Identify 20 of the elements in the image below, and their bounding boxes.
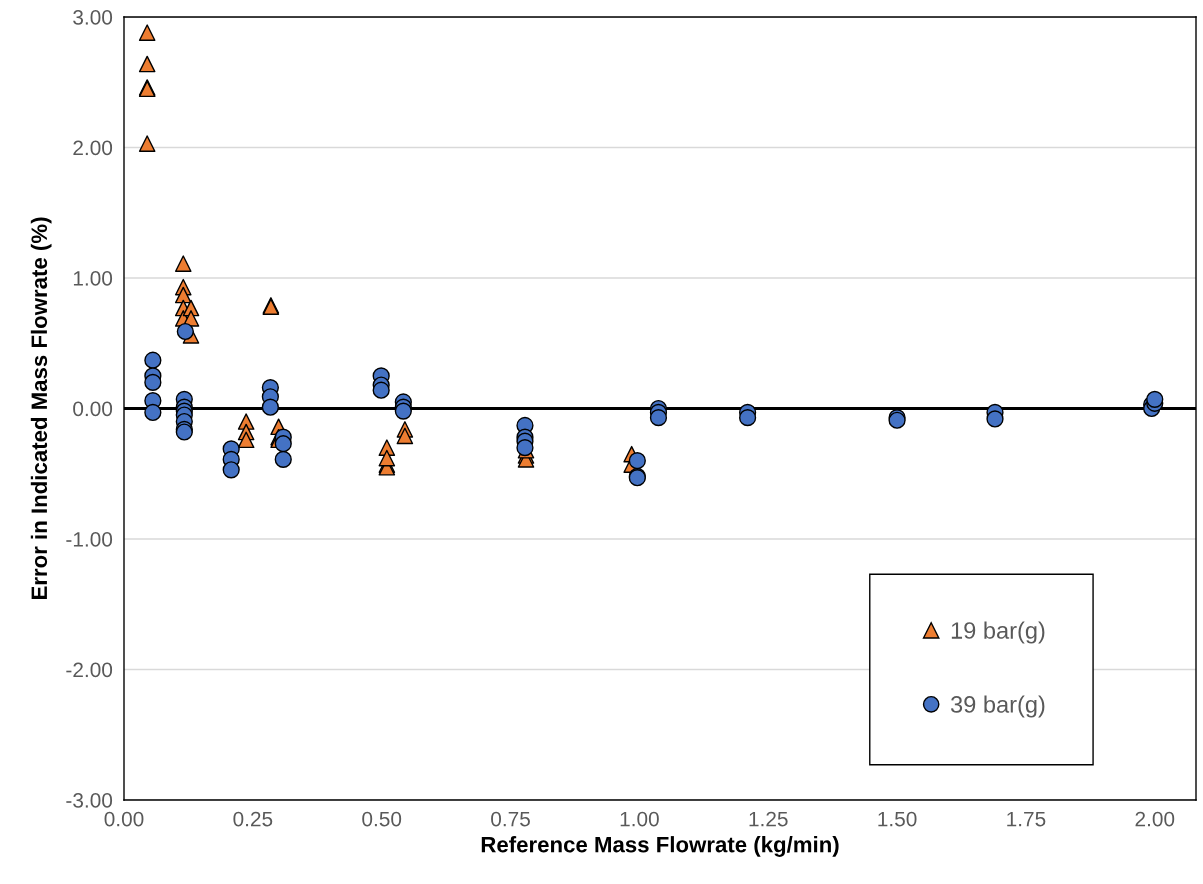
x-tick-label: 0.50 xyxy=(362,811,402,827)
legend-label: 39 bar(g) xyxy=(950,695,1045,718)
x-tick-label: 0.25 xyxy=(233,811,273,827)
x-tick-label: 1.00 xyxy=(620,811,659,827)
y-tick-label: 2.00 xyxy=(73,140,113,156)
y-axis-title: Error in Indicated Mass Flowrate (%) xyxy=(30,217,52,600)
x-tick-label: 1.25 xyxy=(749,811,788,827)
y-tick-label: -3.00 xyxy=(66,793,113,808)
y-tick-label: -1.00 xyxy=(66,532,113,547)
x-tick-label: 0.75 xyxy=(491,811,530,827)
x-axis-title: Reference Mass Flowrate (kg/min) xyxy=(481,836,839,857)
x-tick-label: 0.00 xyxy=(104,811,144,827)
y-tick-label: 3.00 xyxy=(73,10,113,25)
y-tick-label: -2.00 xyxy=(66,662,113,678)
legend-label: 19 bar(g) xyxy=(951,621,1045,644)
y-tick-label: 1.00 xyxy=(73,271,113,286)
x-tick-label: 1.75 xyxy=(1007,811,1046,827)
y-tick-label: 0.00 xyxy=(73,401,113,417)
x-tick-label: 2.00 xyxy=(1135,811,1175,827)
x-tick-label: 1.50 xyxy=(878,811,917,827)
